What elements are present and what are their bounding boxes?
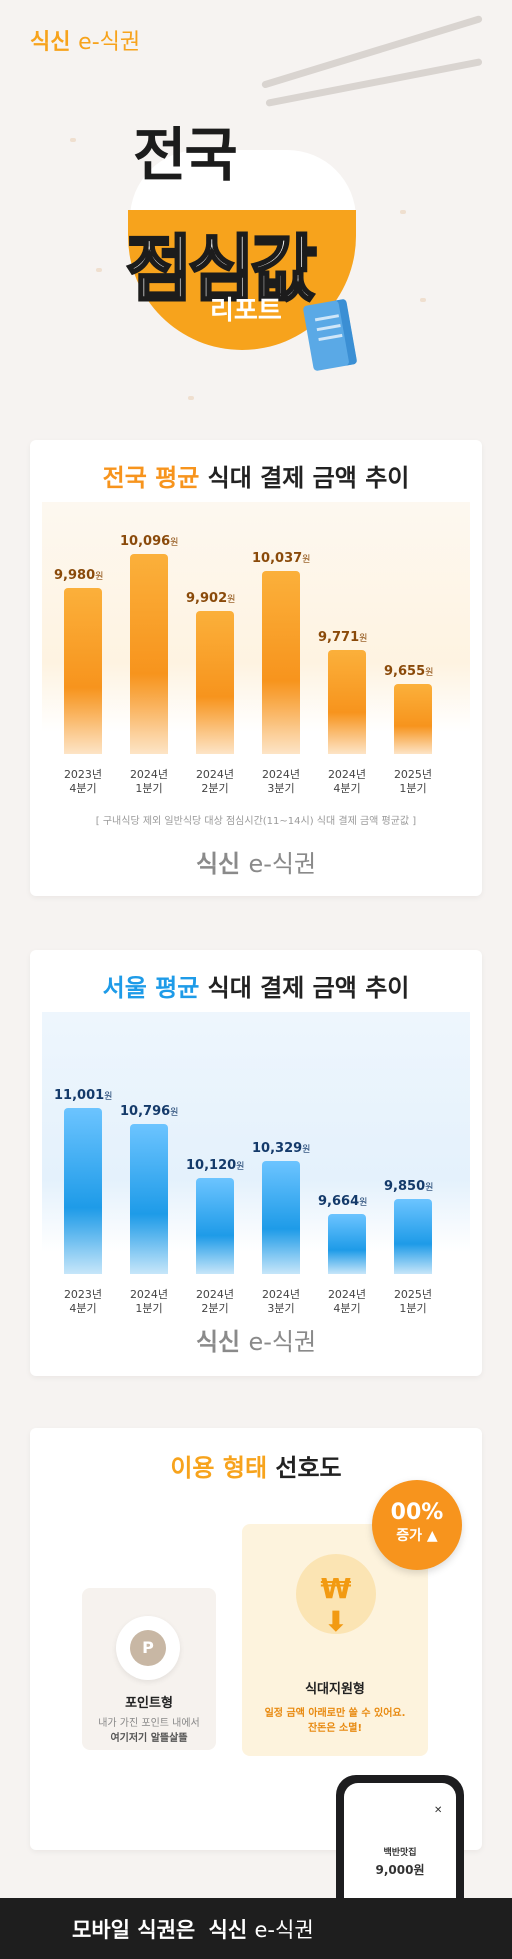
national-chart-card: 전국 평균 식대 결제 금액 추이 9,980원 2023년 4분기 10,096원 2… xyxy=(30,440,482,896)
chart-bar xyxy=(196,611,234,754)
x-tick-label: 2023년 4분기 xyxy=(63,1288,103,1315)
card-title: 서울 평균 식대 결제 금액 추이 xyxy=(30,968,482,1003)
bar-value-label: 10,037원 xyxy=(252,551,311,567)
card-logo: 식신 e-식권 xyxy=(195,1328,317,1356)
hero-title-line2: 점심값 xyxy=(125,226,319,313)
badge-text: 증가 xyxy=(396,1528,423,1544)
x-tick-label: 2024년 4분기 xyxy=(327,1288,367,1315)
close-icon: ✕ xyxy=(434,1805,443,1816)
x-tick-label: 2024년 1분기 xyxy=(129,1288,169,1315)
bar-value-label: 10,329원 xyxy=(252,1141,311,1157)
increase-badge: 00% 증가 ▲ xyxy=(372,1480,462,1570)
phone-amount: 9,000원 xyxy=(375,1863,425,1877)
card-title: 전국 평균 식대 결제 금액 추이 xyxy=(30,458,482,493)
chart-bar xyxy=(64,588,102,754)
chart-bar xyxy=(64,1108,102,1274)
chart-bar xyxy=(262,1161,300,1274)
bar-chart: 9,980원 2023년 4분기 10,096원 2024년 1분기 9,902원 2024년… xyxy=(42,502,470,795)
seoul-chart-card: 서울 평균 식대 결제 금액 추이 11,001원 2023년 4분기 10,796원… xyxy=(30,950,482,1376)
bar-value-label: 9,771원 xyxy=(318,629,368,645)
chopstick xyxy=(260,14,483,89)
chart-bar xyxy=(196,1177,234,1274)
x-tick-label: 2024년 1분기 xyxy=(129,768,169,795)
brand-logo-mark: 식신 xyxy=(30,30,71,55)
card-logo: 식신 e-식권 xyxy=(195,850,317,878)
footer-text: 모바일 식권은 식신 e-식권 xyxy=(72,1918,314,1942)
bar-value-label: 11,001원 xyxy=(54,1088,113,1103)
card-title-rest: 식대 결제 금액 추이 xyxy=(207,464,410,492)
card-title-accent: 전국 평균 xyxy=(102,464,200,492)
x-tick-label: 2025년 1분기 xyxy=(393,768,433,795)
x-tick-label: 2024년 2분기 xyxy=(195,1288,235,1315)
x-tick-label: 2024년 3분기 xyxy=(261,1288,301,1315)
card-title-accent: 이용 형태 xyxy=(170,1454,268,1482)
x-tick-label: 2024년 3분기 xyxy=(261,768,301,795)
bar-value-label: 9,664원 xyxy=(318,1194,368,1209)
option-desc: 여기저기 알뜰살뜰 xyxy=(110,1733,188,1744)
option-desc: 내가 가진 포인트 내에서 xyxy=(98,1718,200,1729)
chart-bar xyxy=(328,1214,366,1274)
hero-title-line1: 전국 xyxy=(133,121,238,189)
brand-logo[interactable]: 식신 e-식권 xyxy=(30,24,140,56)
bar-value-label: 10,796원 xyxy=(120,1104,179,1120)
x-tick-label: 2025년 1분기 xyxy=(393,1288,433,1315)
brand-logo-text: e-식권 xyxy=(78,30,141,55)
card-title-accent: 서울 평균 xyxy=(102,974,200,1002)
won-download-icon: ₩ ⬇ xyxy=(296,1554,376,1638)
chart-bar xyxy=(394,684,432,754)
chart-note: [ 구내식당 제외 일반식당 대상 점심시간(11~14시) 식대 결제 금액 … xyxy=(95,816,417,827)
bar-chart: 11,001원 2023년 4분기 10,796원 2024년 1분기 10,120원 202… xyxy=(42,1012,470,1315)
up-arrow-icon: ▲ xyxy=(426,1528,438,1544)
point-icon: P xyxy=(116,1616,180,1680)
book-icon xyxy=(302,298,358,372)
bar-value-label: 10,120원 xyxy=(186,1157,245,1173)
footer-banner[interactable]: 모바일 식권은 식신 e-식권 xyxy=(0,1898,512,1959)
card-title-rest: 식대 결제 금액 추이 xyxy=(207,974,410,1002)
bar-value-label: 9,850원 xyxy=(384,1179,434,1195)
chopstick xyxy=(265,58,483,107)
bar-value-label: 9,902원 xyxy=(186,591,236,607)
hero-section: 식신 e-식권 전국 점심값 리포트 xyxy=(0,0,512,430)
option-meal-support-type[interactable]: ₩ ⬇ 식대지원형 일정 금액 아래로만 쓸 수 있어요. 잔돈은 소멸! xyxy=(242,1524,428,1756)
option-desc: 일정 금액 아래로만 쓸 수 있어요. xyxy=(264,1708,406,1719)
bar-value-label: 9,980원 xyxy=(54,568,104,584)
bar-value-label: 10,096원 xyxy=(120,534,179,549)
phone-store-name: 백반맛집 xyxy=(383,1848,417,1858)
chart-bar xyxy=(262,571,300,754)
chart-bar xyxy=(130,554,168,754)
x-tick-label: 2023년 4분기 xyxy=(63,768,103,795)
card-title-rest: 선호도 xyxy=(275,1454,342,1482)
option-point-type[interactable]: P 포인트형 내가 가진 포인트 내에서 여기저기 알뜰살뜰 xyxy=(82,1588,216,1750)
chart-bar xyxy=(328,649,366,754)
card-title: 이용 형태 선호도 xyxy=(30,1448,482,1483)
bar-value-label: 9,655원 xyxy=(384,664,434,679)
chart-bar xyxy=(394,1199,432,1274)
option-label: 식대지원형 xyxy=(305,1682,365,1697)
x-tick-label: 2024년 2분기 xyxy=(195,768,235,795)
chart-bar xyxy=(130,1124,168,1274)
hero-title-line3: 리포트 xyxy=(210,296,282,326)
x-tick-label: 2024년 4분기 xyxy=(327,768,367,795)
option-label: 포인트형 xyxy=(125,1696,173,1711)
option-desc: 잔돈은 소멸! xyxy=(307,1723,363,1734)
badge-percent: 00% xyxy=(390,1500,444,1525)
